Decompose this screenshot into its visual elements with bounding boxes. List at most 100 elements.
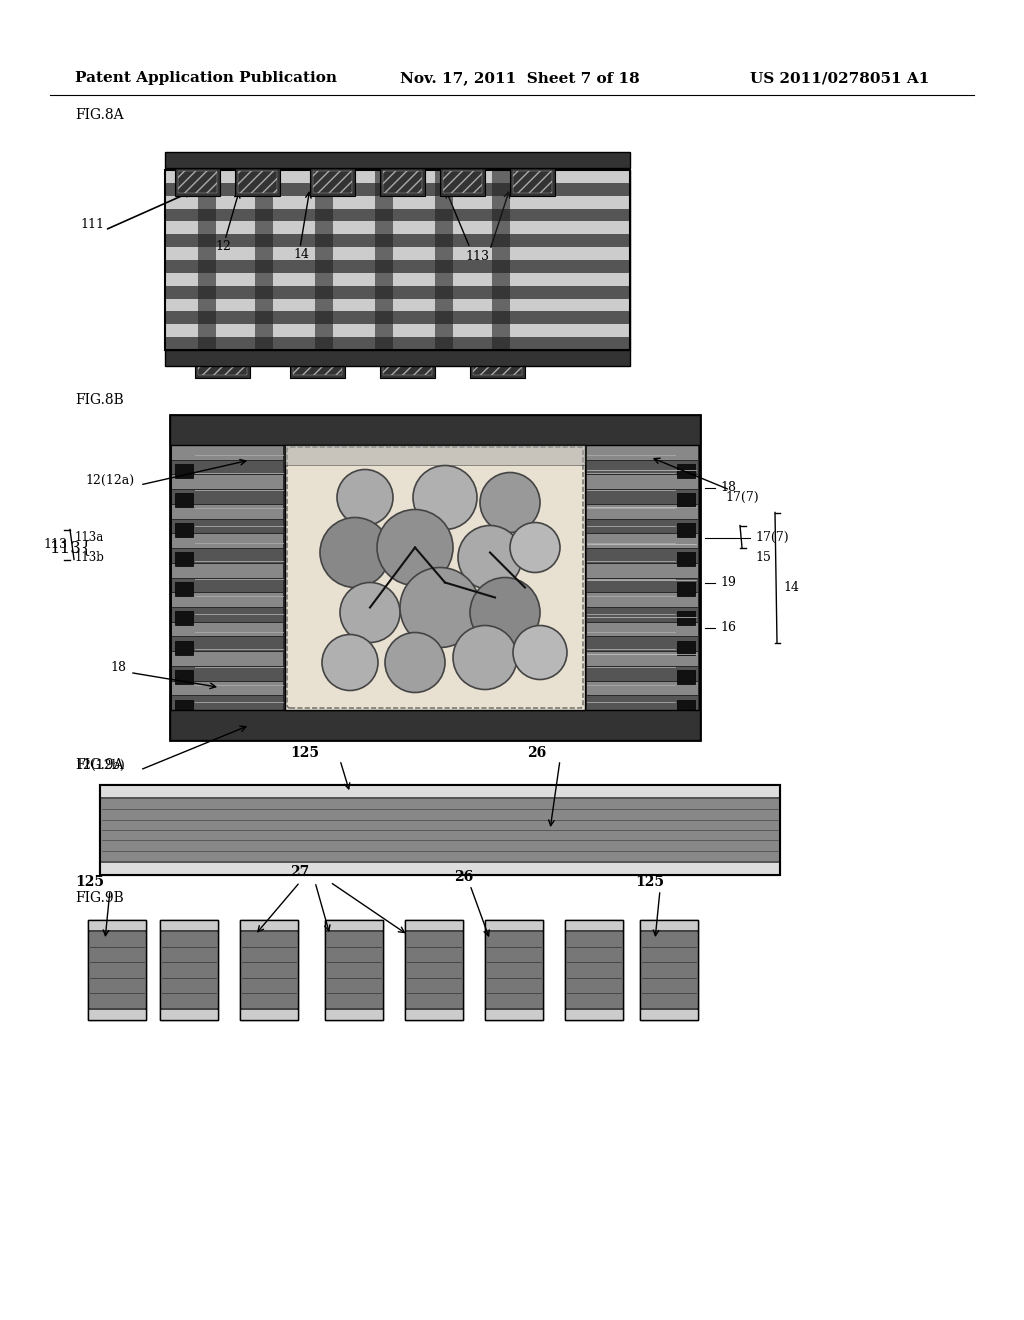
Bar	[255, 170, 273, 350]
Bar	[172, 549, 283, 562]
Text: 125: 125	[635, 875, 664, 888]
Bar	[172, 520, 283, 533]
Bar	[677, 582, 695, 595]
Text: 113: 113	[465, 251, 489, 264]
Bar	[100, 799, 780, 861]
Text: 17a: 17a	[300, 496, 324, 510]
Circle shape	[458, 525, 522, 590]
Bar	[565, 920, 623, 1020]
Bar	[406, 920, 463, 1020]
Bar	[240, 920, 298, 1020]
Bar	[290, 350, 345, 378]
Text: FIG.8B: FIG.8B	[75, 393, 124, 407]
Circle shape	[480, 473, 540, 532]
Bar	[380, 168, 425, 195]
Bar	[172, 564, 283, 578]
Text: 113{: 113{	[50, 539, 92, 556]
Text: US 2011/0278051 A1: US 2011/0278051 A1	[750, 71, 930, 84]
Bar	[238, 172, 278, 193]
Bar	[88, 920, 146, 1020]
Bar	[473, 352, 522, 375]
Bar	[677, 552, 695, 566]
Bar	[587, 609, 698, 622]
Bar	[172, 490, 283, 504]
Bar	[485, 932, 543, 1008]
Bar	[485, 1010, 543, 1020]
Bar	[170, 414, 700, 741]
Text: 12(12b): 12(12b)	[75, 759, 125, 771]
Bar	[165, 222, 630, 234]
Bar	[587, 593, 698, 607]
Bar	[88, 932, 146, 1008]
Bar	[240, 920, 298, 1020]
Bar	[440, 168, 485, 195]
Bar	[172, 535, 283, 548]
Circle shape	[470, 578, 540, 648]
Bar	[88, 920, 146, 1020]
Bar	[178, 172, 217, 193]
Bar	[175, 552, 193, 566]
Bar	[587, 504, 698, 519]
Bar	[677, 465, 695, 478]
Bar	[198, 170, 216, 350]
Bar	[165, 152, 630, 168]
Bar	[492, 170, 510, 350]
Bar	[172, 623, 283, 636]
Text: 27: 27	[290, 865, 309, 879]
Bar	[165, 298, 630, 312]
Bar	[325, 920, 383, 1020]
Bar	[677, 671, 695, 684]
Bar	[175, 700, 193, 714]
Bar	[435, 170, 453, 350]
Bar	[313, 172, 352, 193]
Circle shape	[413, 466, 477, 529]
Bar	[160, 920, 218, 1020]
Bar	[234, 168, 280, 195]
Bar	[172, 446, 283, 459]
Bar	[88, 920, 146, 931]
Bar	[587, 490, 698, 504]
Bar	[100, 785, 780, 797]
Bar	[485, 920, 543, 1020]
Bar	[315, 170, 333, 350]
Text: Nov. 17, 2011  Sheet 7 of 18: Nov. 17, 2011 Sheet 7 of 18	[400, 71, 640, 84]
Text: Patent Application Publication: Patent Application Publication	[75, 71, 337, 84]
Bar	[513, 172, 552, 193]
Text: 15: 15	[755, 550, 771, 564]
Bar	[406, 920, 463, 1020]
Text: 113: 113	[43, 539, 67, 550]
Bar	[165, 273, 630, 285]
Text: 111: 111	[80, 219, 104, 231]
Text: FIG.9A: FIG.9A	[75, 758, 124, 772]
Bar	[587, 461, 698, 474]
Bar	[165, 337, 630, 350]
Circle shape	[377, 510, 453, 586]
Bar	[310, 168, 355, 195]
Bar	[172, 593, 283, 607]
Bar	[160, 920, 218, 1020]
Bar	[485, 920, 543, 1020]
Bar	[240, 1010, 298, 1020]
Bar	[160, 1010, 218, 1020]
Bar	[325, 920, 383, 1020]
Bar	[175, 494, 193, 507]
Circle shape	[337, 470, 393, 525]
Bar	[587, 681, 698, 696]
Bar	[677, 640, 695, 655]
Bar	[406, 932, 463, 1008]
Bar	[165, 209, 630, 222]
Circle shape	[340, 582, 400, 643]
Bar	[175, 465, 193, 478]
Bar	[165, 247, 630, 260]
Text: 17(7): 17(7)	[755, 531, 788, 544]
Text: 18: 18	[110, 661, 126, 675]
Text: 12: 12	[215, 240, 230, 253]
Bar	[587, 535, 698, 548]
Bar	[640, 920, 698, 931]
Text: 14: 14	[293, 248, 309, 261]
Bar	[172, 681, 283, 696]
Bar	[325, 932, 383, 1008]
Bar	[170, 710, 700, 741]
Bar	[640, 932, 698, 1008]
Circle shape	[400, 568, 480, 648]
